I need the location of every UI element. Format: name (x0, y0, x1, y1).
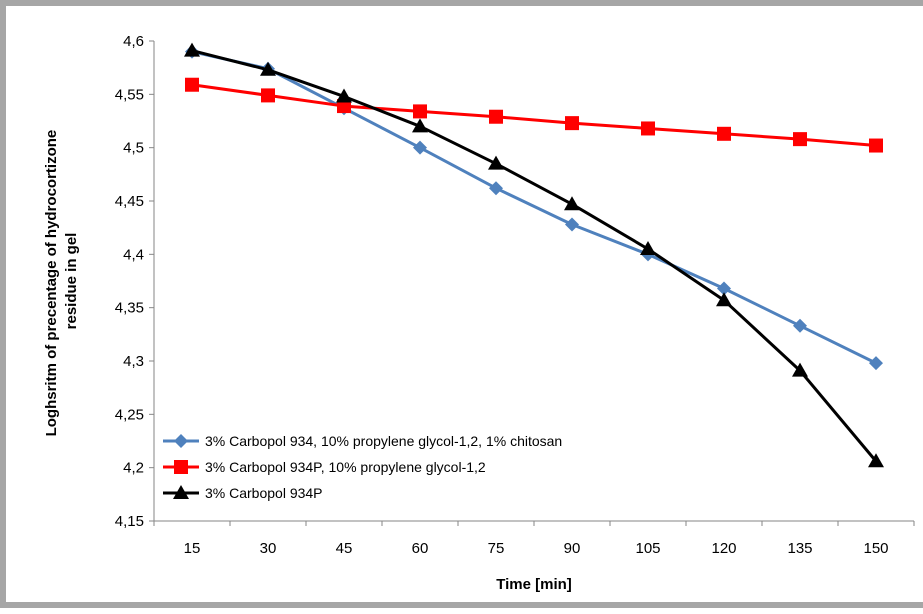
x-tick-label: 135 (787, 540, 812, 557)
square-marker (641, 121, 655, 136)
y-tick-label: 4,55 (115, 86, 144, 103)
x-tick-label: 15 (184, 540, 201, 557)
x-tick-label: 75 (488, 540, 505, 557)
square-marker (174, 460, 188, 474)
diamond-marker (413, 140, 427, 155)
legend-label: 3% Carbopol 934, 10% propylene glycol-1,… (205, 433, 562, 449)
triangle-marker (564, 196, 580, 211)
y-axis-title: Loghsritm of precentage of hydrocortizon… (43, 126, 80, 437)
x-tick-label: 90 (564, 540, 581, 557)
y-tick-label: 4,25 (115, 406, 144, 423)
x-tick-label: 60 (412, 540, 429, 557)
diamond-marker (717, 281, 731, 296)
triangle-marker (868, 453, 884, 468)
triangle-marker (336, 88, 352, 103)
triangle-marker (184, 42, 200, 57)
square-marker (717, 126, 731, 141)
x-tick-label: 150 (863, 540, 888, 557)
square-marker (185, 77, 199, 92)
x-tick-labels: 15 30 45 60 75 90 105 120 135 150 (184, 540, 889, 557)
x-tick-label: 45 (336, 540, 353, 557)
series-lines (184, 42, 884, 468)
square-marker (565, 116, 579, 131)
triangle-marker (792, 362, 808, 377)
series-3 (184, 42, 884, 468)
legend-item-3: 3% Carbopol 934P (163, 485, 323, 501)
square-marker (261, 88, 275, 103)
triangle-marker (412, 118, 428, 133)
square-marker (413, 104, 427, 119)
legend-item-2: 3% Carbopol 934P, 10% propylene glycol-1… (163, 459, 486, 475)
y-tick-label: 4,2 (123, 460, 144, 477)
series-line (191, 50, 877, 365)
series-2 (185, 77, 883, 153)
square-marker (337, 99, 351, 114)
diamond-marker (489, 181, 503, 196)
diamond-marker (174, 434, 188, 448)
series-1 (185, 44, 883, 371)
y-tick-label: 4,45 (115, 193, 144, 210)
y-tick-label: 4,5 (123, 140, 144, 157)
y-tick-label: 4,35 (115, 300, 144, 317)
legend-label: 3% Carbopol 934P, 10% propylene glycol-1… (205, 459, 486, 475)
y-tick-label: 4,4 (123, 246, 144, 263)
y-tick-label: 4,3 (123, 353, 144, 370)
triangle-marker (640, 241, 656, 255)
diamond-marker (869, 356, 883, 371)
x-axis-title: Time [min] (496, 576, 572, 593)
square-marker (489, 109, 503, 124)
square-marker (793, 132, 807, 147)
square-marker (869, 138, 883, 153)
y-axis-title-line-2: residue in gel (63, 233, 80, 330)
axes (149, 40, 915, 526)
series-line (191, 83, 877, 148)
diamond-marker (565, 217, 579, 232)
line-chart: 4,15 4,2 4,25 4,3 4,35 4,4 4,45 4,5 4,55 4,6 15 30… (43, 33, 915, 593)
x-tick-label: 30 (260, 540, 277, 557)
legend-item-1: 3% Carbopol 934, 10% propylene glycol-1,… (163, 433, 562, 449)
y-tick-labels: 4,15 4,2 4,25 4,3 4,35 4,4 4,45 4,5 4,55 4,6 (115, 33, 144, 530)
y-tick-label: 4,6 (123, 33, 144, 50)
triangle-marker (716, 292, 732, 307)
legend-label: 3% Carbopol 934P (205, 485, 323, 501)
triangle-marker (488, 155, 504, 170)
x-tick-label: 105 (635, 540, 660, 557)
series-line (191, 49, 878, 463)
y-tick-label: 4,15 (115, 513, 144, 530)
diamond-marker (793, 318, 807, 333)
legend: 3% Carbopol 934, 10% propylene glycol-1,… (163, 433, 562, 501)
triangle-marker (260, 61, 276, 76)
triangle-marker (173, 485, 189, 499)
x-tick-label: 120 (711, 540, 736, 557)
y-axis-title-line-1: Loghsritm of precentage of hydrocortizon… (43, 130, 60, 437)
